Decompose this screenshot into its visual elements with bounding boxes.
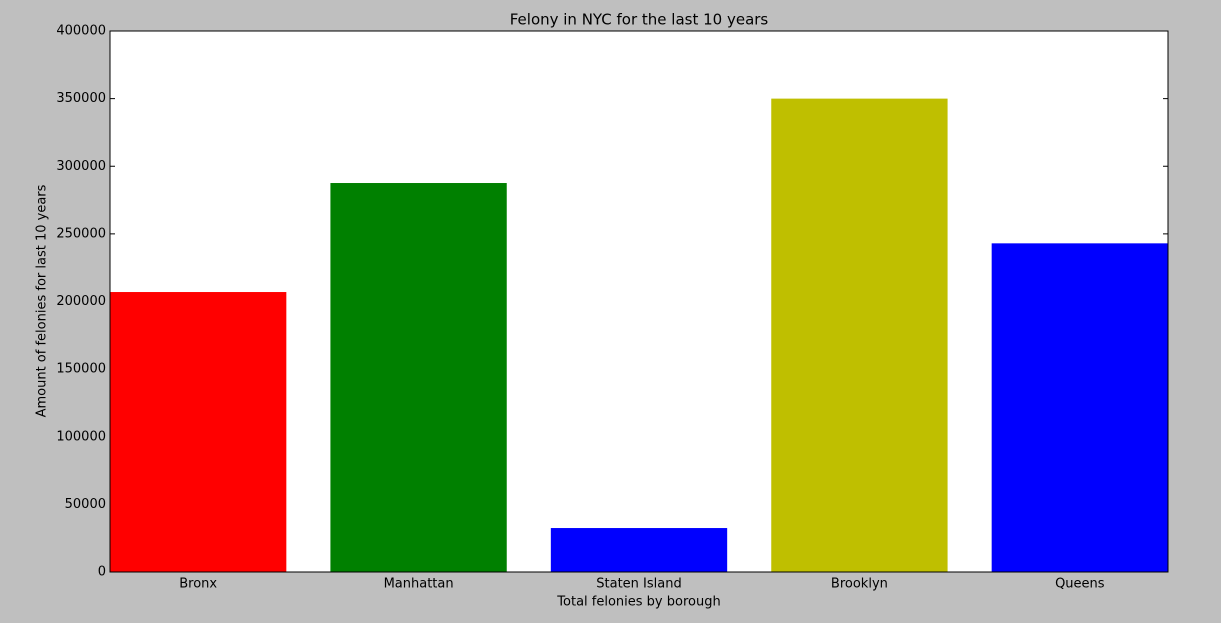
x-tick-label: Staten Island (596, 577, 681, 592)
bar (550, 528, 728, 572)
bar (991, 243, 1168, 572)
y-tick-label: 50000 (65, 497, 106, 512)
y-tick-label: 250000 (56, 226, 106, 241)
y-tick-label: 350000 (56, 91, 106, 106)
y-tick-label: 200000 (56, 294, 106, 309)
x-tick-label: Queens (1055, 577, 1105, 592)
y-tick-label: 0 (98, 565, 106, 580)
chart-title: Felony in NYC for the last 10 years (510, 11, 769, 29)
bar (330, 183, 507, 572)
plot-frame (109, 30, 1169, 573)
x-tick-label: Brooklyn (831, 577, 888, 592)
y-tick-label: 400000 (56, 24, 106, 39)
y-tick-label: 300000 (56, 159, 106, 174)
bar (771, 98, 948, 572)
x-tick-label: Bronx (179, 577, 217, 592)
y-tick-label: 100000 (56, 429, 106, 444)
x-tick-label: Manhattan (384, 577, 454, 592)
bar (110, 292, 287, 572)
y-tick-label: 150000 (56, 362, 106, 377)
y-axis-label: Amount of felonies for last 10 years (35, 184, 50, 417)
x-axis-label: Total felonies by borough (556, 595, 720, 610)
